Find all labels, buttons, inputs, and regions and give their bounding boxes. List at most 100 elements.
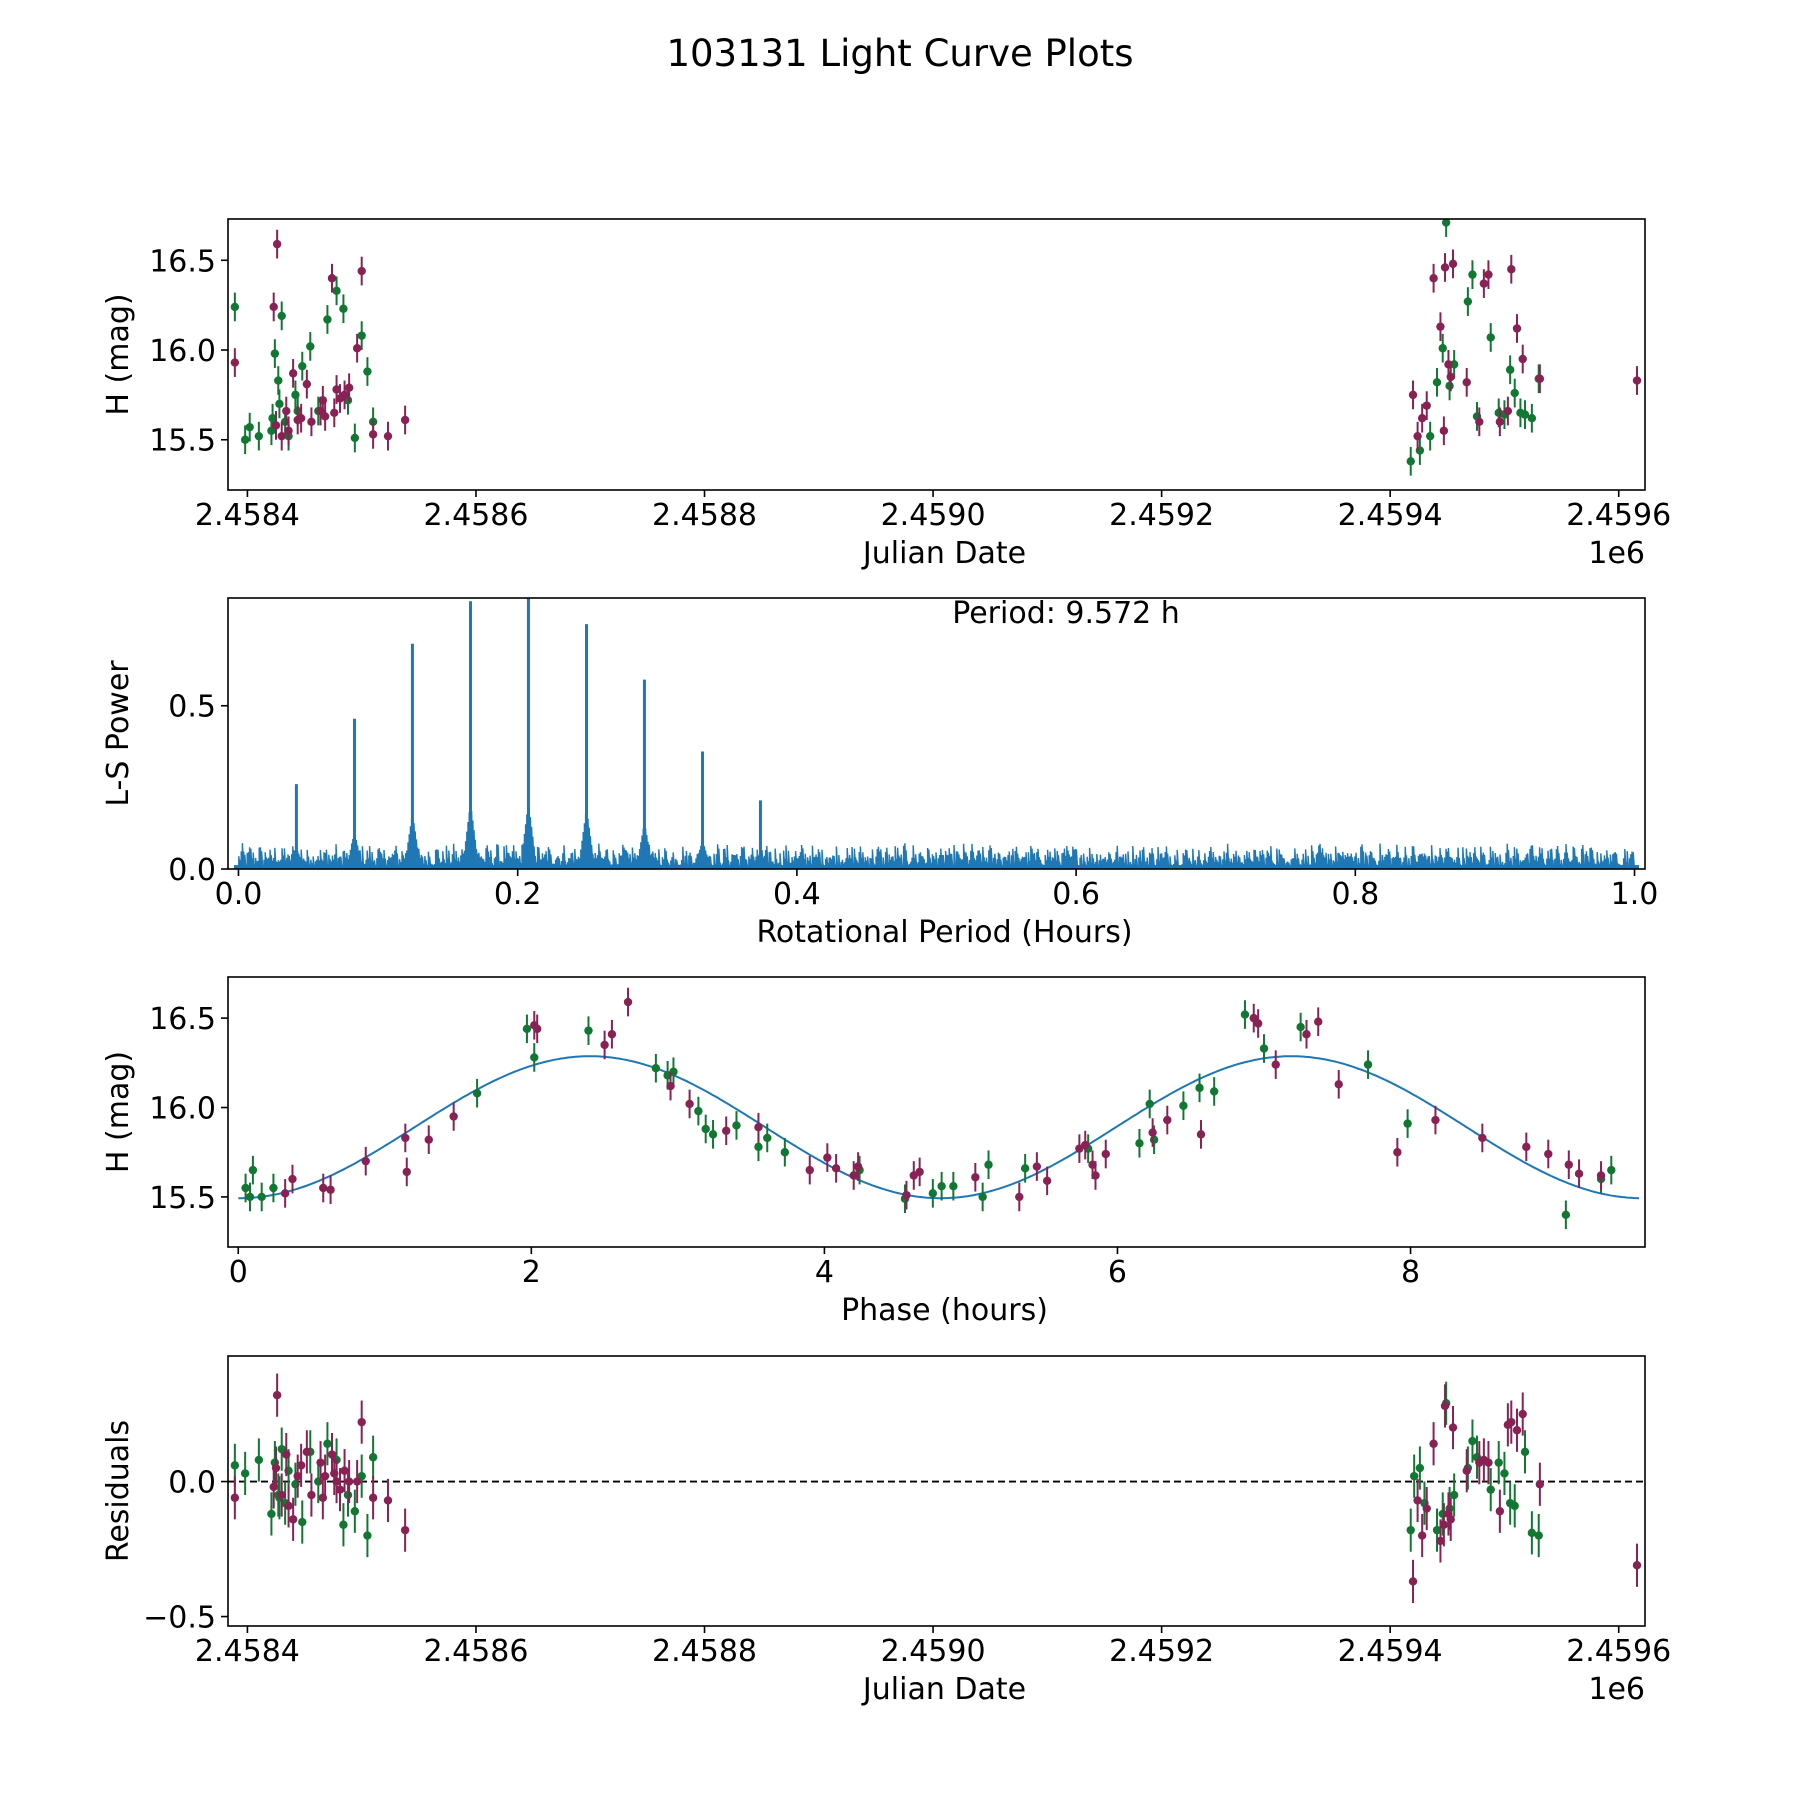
data-point bbox=[302, 1447, 312, 1457]
data-point bbox=[754, 1122, 763, 1132]
data-point bbox=[763, 1133, 772, 1143]
y-tick-label: 16.5 bbox=[149, 244, 216, 279]
data-point bbox=[318, 1493, 328, 1502]
data-point bbox=[307, 1490, 316, 1500]
data-point bbox=[1334, 1080, 1343, 1089]
data-point bbox=[357, 331, 366, 340]
data-point bbox=[1408, 1577, 1418, 1586]
phase-fold-panel: 0 2 4 6 8 15.5 16.0 16.5 Phase (hours) H (mag) bbox=[101, 976, 1646, 1328]
plot-area bbox=[238, 987, 1640, 1230]
data-point bbox=[1441, 219, 1451, 227]
series-maroon-filter bbox=[230, 229, 1642, 451]
data-point bbox=[1495, 417, 1505, 427]
data-point bbox=[1510, 388, 1519, 398]
data-point bbox=[849, 1171, 858, 1180]
y-axis-label: H (mag) bbox=[101, 1051, 136, 1173]
data-point bbox=[293, 1471, 302, 1481]
data-point bbox=[831, 1164, 841, 1173]
x-tick-label: 2.4586 bbox=[423, 498, 528, 533]
data-point bbox=[284, 426, 293, 435]
data-point bbox=[1439, 1520, 1449, 1529]
data-point bbox=[280, 1189, 290, 1198]
data-point bbox=[357, 1417, 366, 1427]
data-point bbox=[732, 1121, 741, 1130]
x-tick-label: 2.4588 bbox=[652, 498, 757, 533]
data-point bbox=[298, 361, 307, 371]
data-point bbox=[230, 1461, 240, 1470]
data-point bbox=[1406, 1525, 1415, 1535]
x-tick-label: 2.4588 bbox=[652, 1634, 757, 1669]
y-tick-label: 16.0 bbox=[149, 1092, 216, 1127]
data-point bbox=[296, 1461, 306, 1470]
data-point bbox=[319, 1183, 328, 1193]
data-point bbox=[1468, 1436, 1477, 1446]
axes-frame bbox=[227, 976, 1646, 1248]
data-point bbox=[1510, 1501, 1519, 1511]
data-point bbox=[330, 1469, 339, 1478]
y-tick-label: 0.5 bbox=[168, 690, 216, 725]
data-point bbox=[1507, 265, 1516, 274]
data-point bbox=[1535, 1480, 1545, 1489]
data-point bbox=[1448, 259, 1458, 269]
x-tick-label: 0.2 bbox=[494, 877, 542, 912]
data-point bbox=[1163, 1115, 1172, 1125]
data-point bbox=[1417, 1531, 1427, 1540]
data-point bbox=[1486, 1485, 1495, 1494]
series-green-filter bbox=[230, 219, 1543, 476]
data-point bbox=[1462, 1466, 1471, 1475]
data-point bbox=[651, 1063, 661, 1073]
data-point bbox=[1518, 354, 1527, 364]
data-point bbox=[1415, 1463, 1425, 1473]
y-axis-label: Residuals bbox=[101, 1420, 136, 1562]
data-point bbox=[1417, 414, 1427, 423]
data-point bbox=[363, 367, 372, 376]
y-tick-label: 15.5 bbox=[149, 424, 216, 459]
data-point bbox=[1446, 372, 1455, 382]
data-point bbox=[288, 369, 298, 378]
x-tick-label: 2.4596 bbox=[1566, 498, 1671, 533]
data-point bbox=[449, 1112, 458, 1121]
axes-frame bbox=[227, 1355, 1646, 1627]
data-point bbox=[339, 1520, 348, 1529]
data-point bbox=[257, 1192, 266, 1202]
data-point bbox=[1091, 1171, 1100, 1180]
data-point bbox=[1101, 1149, 1110, 1159]
data-point bbox=[282, 406, 291, 416]
data-point bbox=[307, 417, 316, 427]
data-point bbox=[284, 1501, 293, 1511]
x-tick-label: 2.4594 bbox=[1338, 498, 1443, 533]
data-point bbox=[361, 1156, 370, 1166]
axes-frame bbox=[227, 597, 1646, 870]
data-point bbox=[350, 1507, 360, 1516]
data-point bbox=[1032, 1162, 1042, 1171]
data-point bbox=[245, 422, 254, 432]
data-point bbox=[401, 1133, 410, 1143]
data-point bbox=[1015, 1192, 1024, 1202]
data-point bbox=[600, 1040, 609, 1050]
data-point bbox=[230, 1493, 240, 1502]
data-point bbox=[271, 421, 281, 430]
y-tick-label: 16.0 bbox=[149, 334, 216, 369]
data-point bbox=[1449, 1490, 1459, 1500]
data-point bbox=[1574, 1169, 1584, 1178]
data-point bbox=[984, 1160, 993, 1169]
data-point bbox=[288, 1515, 298, 1524]
x-tick-label: 2.4592 bbox=[1109, 1634, 1214, 1669]
data-point bbox=[240, 1469, 250, 1478]
data-point bbox=[1042, 1176, 1052, 1186]
data-point bbox=[368, 1453, 378, 1462]
data-point bbox=[694, 1106, 703, 1116]
y-tick-label: 0.0 bbox=[168, 1466, 216, 1501]
x-tick-label: 2.4586 bbox=[423, 1634, 528, 1669]
x-axis-label: Julian Date bbox=[861, 536, 1026, 571]
x-tick-label: 2.4584 bbox=[195, 1634, 300, 1669]
data-point bbox=[1436, 322, 1445, 331]
plot-area bbox=[230, 219, 1642, 476]
data-point bbox=[584, 1026, 593, 1035]
y-tick-label: 16.5 bbox=[149, 1002, 216, 1037]
data-point bbox=[1422, 401, 1431, 410]
data-point bbox=[240, 435, 250, 444]
data-point bbox=[270, 349, 280, 358]
data-point bbox=[363, 1531, 372, 1540]
data-point bbox=[1512, 324, 1522, 333]
